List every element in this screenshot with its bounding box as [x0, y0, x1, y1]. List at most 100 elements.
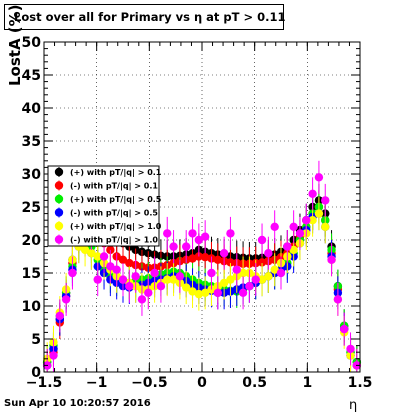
y-tick-label: 20 — [22, 233, 42, 249]
legend: (+) with pT/|q| > 0.1 (-) with pT/|q| > 0… — [47, 165, 162, 247]
y-axis-label: LostA (%) — [6, 4, 24, 86]
data-point — [99, 252, 109, 261]
y-tick-label: 10 — [22, 299, 42, 315]
legend-marker — [54, 235, 64, 244]
data-point — [163, 229, 172, 238]
series-5 — [42, 160, 362, 372]
data-point — [289, 245, 298, 255]
legend-label: (-) with pT/|q| > 1.0 — [70, 236, 158, 245]
data-point — [264, 272, 273, 281]
legend-marker — [54, 181, 64, 190]
data-point — [238, 288, 248, 297]
y-tick-label: 35 — [22, 134, 41, 150]
data-point — [264, 249, 273, 258]
data-point — [182, 283, 191, 292]
y-tick-label: 0 — [31, 365, 41, 381]
data-point — [321, 196, 330, 205]
data-point — [194, 235, 204, 245]
data-point — [112, 265, 121, 274]
data-point — [125, 282, 134, 291]
data-point — [276, 268, 286, 278]
data-point — [61, 295, 71, 304]
data-point — [93, 252, 102, 261]
data-point — [200, 232, 210, 241]
data-point — [257, 235, 267, 245]
data-point — [188, 287, 197, 296]
chart-title: Lost over all for Primary vs η at pT > 0… — [14, 10, 286, 24]
data-point — [150, 268, 159, 278]
legend-label: (-) with pT/|q| > 0.1 — [70, 182, 158, 191]
data-point — [226, 258, 235, 267]
data-point — [251, 275, 260, 284]
data-point — [169, 242, 178, 251]
data-point — [131, 272, 140, 281]
data-point — [137, 295, 147, 304]
data-point — [238, 268, 248, 278]
x-tick-label: −0.5 — [131, 375, 168, 391]
data-point — [295, 229, 305, 238]
y-tick-label: 5 — [31, 332, 41, 348]
data-point — [289, 222, 298, 231]
x-tick-label: −1 — [86, 375, 107, 391]
data-point — [245, 282, 254, 291]
data-point — [68, 268, 77, 278]
data-point — [169, 275, 178, 284]
data-point — [182, 242, 191, 251]
data-point — [232, 265, 241, 274]
data-point — [175, 272, 185, 281]
data-point — [188, 229, 197, 238]
data-point — [302, 216, 311, 225]
data-point — [270, 222, 279, 231]
timestamp-label: Sun Apr 10 10:20:57 2016 — [4, 398, 151, 409]
data-point — [270, 265, 279, 274]
data-point — [194, 289, 204, 299]
data-point — [308, 189, 317, 198]
y-tick-label: 50 — [22, 35, 42, 51]
x-axis-label: η — [349, 398, 358, 413]
data-point — [213, 288, 222, 297]
x-tick-label: 1.5 — [348, 375, 373, 391]
y-tick-label: 25 — [22, 200, 41, 216]
data-point — [226, 229, 235, 238]
x-tick-label: 0.5 — [242, 375, 267, 391]
data-point — [333, 295, 343, 304]
data-point — [257, 275, 267, 284]
data-point — [283, 242, 292, 251]
legend-label: (+) with pT/|q| > 1.0 — [70, 222, 162, 231]
data-point — [80, 245, 90, 255]
data-point — [314, 173, 324, 182]
data-point — [340, 324, 349, 334]
legend-marker — [54, 194, 64, 204]
data-point — [163, 275, 172, 284]
y-tick-label: 45 — [22, 68, 41, 84]
y-tick-label: 30 — [22, 167, 42, 183]
y-tick-label: 40 — [22, 101, 42, 117]
legend-marker — [54, 167, 64, 177]
y-tick-label: 15 — [22, 266, 41, 282]
data-point — [314, 209, 324, 218]
data-point — [93, 275, 102, 284]
data-point — [144, 288, 153, 297]
legend-label: (+) with pT/|q| > 0.5 — [70, 195, 162, 204]
x-tick-label: 0 — [197, 375, 207, 391]
data-point — [219, 249, 229, 258]
data-point — [118, 255, 128, 264]
legend-marker — [54, 208, 64, 217]
data-point — [188, 254, 197, 263]
data-point — [257, 258, 267, 267]
data-point — [55, 311, 64, 321]
data-point — [226, 275, 235, 284]
data-point — [321, 222, 330, 231]
legend-marker — [54, 221, 64, 231]
data-point — [118, 275, 128, 284]
legend-box — [47, 165, 160, 247]
x-tick-label: −1.5 — [26, 375, 63, 391]
data-point — [125, 258, 134, 268]
data-point — [213, 255, 222, 264]
legend-label: (-) with pT/|q| > 0.5 — [70, 209, 158, 218]
data-point — [87, 249, 96, 258]
legend-label: (+) with pT/|q| > 0.1 — [70, 168, 162, 177]
data-point — [156, 282, 166, 291]
data-point — [346, 344, 355, 354]
